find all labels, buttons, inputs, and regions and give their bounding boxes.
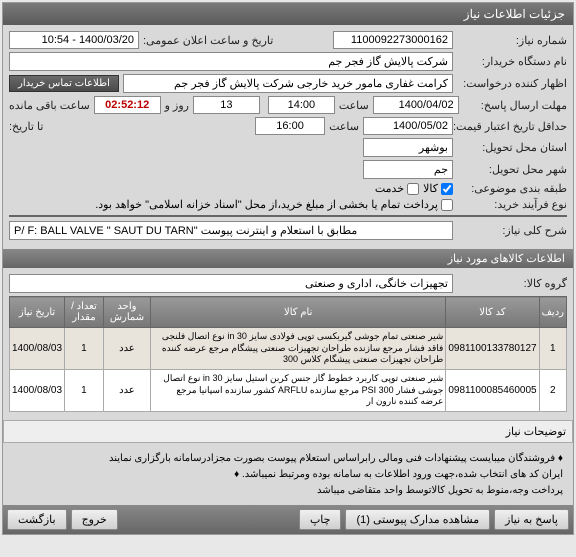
- deadline-time: 14:00: [268, 96, 335, 114]
- note-line-3: پرداخت وجه،منوط به تحویل کالاتوسط واحد م…: [13, 483, 563, 499]
- print-button[interactable]: چاپ: [299, 509, 342, 530]
- need-title-label: شرح کلی نیاز:: [457, 224, 567, 237]
- back-button[interactable]: بازگشت: [7, 509, 67, 530]
- city-value: جم: [363, 160, 453, 179]
- credit-time: 16:00: [255, 117, 325, 135]
- table-cell: 1400/08/03: [10, 370, 65, 412]
- deadline-label: مهلت ارسال پاسخ:: [463, 99, 567, 112]
- panel-title: جزئیات اطلاعات نیاز: [3, 3, 573, 25]
- days-remaining: 13: [193, 96, 260, 114]
- table-header: تاریخ نیاز: [10, 297, 65, 328]
- note-line-2: ایران کد های انتخاب شده،جهت ورود اطلاعات…: [13, 467, 563, 483]
- pub-label: تاریخ و ساعت اعلان عمومی:: [143, 34, 273, 47]
- time-label-2: ساعت: [329, 120, 359, 133]
- deadline-date: 1400/04/02: [373, 96, 459, 114]
- time-label-1: ساعت: [339, 99, 369, 112]
- category-goods-checkbox[interactable]: کالا: [423, 182, 453, 195]
- table-row: 20981100085460005شیر صنعتی توپی کاربرد خ…: [10, 370, 567, 412]
- contact-info-button[interactable]: اطلاعات تماس خریدار: [9, 75, 119, 92]
- table-header: نام کالا: [151, 297, 446, 328]
- table-header: واحد شمارش: [103, 297, 150, 328]
- buyer-dev-value: شرکت پالایش گاز فجر جم: [9, 52, 453, 71]
- credit-label: حداقل تاریخ اعتبار قیمت:: [457, 120, 567, 133]
- countdown-timer: 02:52:12: [94, 96, 161, 114]
- table-cell: شیر صنعتی تمام جوشی گیربکسی توپی فولادی …: [151, 328, 446, 370]
- footer-toolbar: پاسخ به نیاز مشاهده مدارک پیوستی (1) چاپ…: [3, 505, 573, 534]
- goods-table: ردیفکد کالانام کالاواحد شمارشتعداد / مقد…: [9, 296, 567, 412]
- applicant-label: اظهار کننده درخواست:: [457, 77, 567, 90]
- applicant-value: کرامت غفاری مامور خرید خارجی شرکت پالایش…: [123, 74, 453, 93]
- table-cell: 0981100133780127: [446, 328, 539, 370]
- table-cell: 1: [65, 328, 104, 370]
- need-no-value: 1100092273000162: [333, 31, 453, 49]
- note-line-1: ♦ فروشندگان میبایست پیشنهادات فنی ومالی …: [13, 451, 563, 467]
- process-label: نوع فرآیند خرید:: [457, 198, 567, 211]
- table-cell: عدد: [103, 370, 150, 412]
- buyer-dev-label: نام دستگاه خریدار:: [457, 55, 567, 68]
- category-service-checkbox[interactable]: خدمت: [375, 182, 419, 195]
- table-cell: 2: [539, 370, 566, 412]
- category-label: طبقه بندی موضوعی:: [457, 182, 567, 195]
- process-checkbox[interactable]: پرداخت تمام یا بخشی از مبلغ خرید،از محل …: [95, 198, 453, 211]
- table-header: تعداد / مقدار: [65, 297, 104, 328]
- table-cell: 1: [65, 370, 104, 412]
- close-button[interactable]: خروج: [71, 509, 118, 530]
- table-header: ردیف: [539, 297, 566, 328]
- credit-date: 1400/05/02: [363, 117, 453, 135]
- province-label: استان محل تحویل:: [457, 141, 567, 154]
- table-cell: عدد: [103, 328, 150, 370]
- notes-header: توضیحات نیاز: [3, 420, 573, 443]
- goods-section-header: اطلاعات کالاهای مورد نیاز: [3, 249, 573, 268]
- need-no-label: شماره نیاز:: [457, 34, 567, 47]
- city-label: شهر محل تحویل:: [457, 163, 567, 176]
- table-cell: 1: [539, 328, 566, 370]
- group-value: تجهیزات خانگی، اداری و صنعتی: [9, 274, 453, 293]
- table-cell: شیر صنعتی توپی کاربرد خطوط گاز جنس کربن …: [151, 370, 446, 412]
- reply-button[interactable]: پاسخ به نیاز: [494, 509, 569, 530]
- table-row: 10981100133780127شیر صنعتی تمام جوشی گیر…: [10, 328, 567, 370]
- table-header: کد کالا: [446, 297, 539, 328]
- pub-value: 1400/03/20 - 10:54: [9, 31, 139, 49]
- province-value: بوشهر: [363, 138, 453, 157]
- days-label: روز و: [165, 99, 189, 112]
- notes-body: ♦ فروشندگان میبایست پیشنهادات فنی ومالی …: [3, 445, 573, 505]
- remain-label: ساعت باقی مانده: [9, 99, 90, 112]
- table-cell: 1400/08/03: [10, 328, 65, 370]
- attachments-button[interactable]: مشاهده مدارک پیوستی (1): [345, 509, 490, 530]
- need-title-value: P/ F: BALL VALVE " SAUT DU TARN" مطابق ب…: [9, 221, 453, 240]
- divider: [9, 215, 567, 217]
- table-cell: 0981100085460005: [446, 370, 539, 412]
- group-label: گروه کالا:: [457, 277, 567, 290]
- to-date-label: تا تاریخ:: [9, 120, 43, 133]
